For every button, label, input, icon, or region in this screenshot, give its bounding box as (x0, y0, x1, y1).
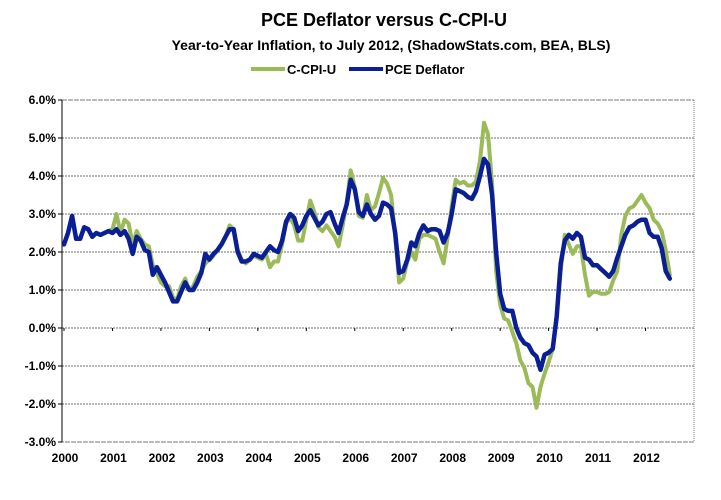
y-tick-label: 6.0% (29, 93, 57, 107)
x-tick-label: 2010 (536, 451, 563, 465)
x-tick-label: 2012 (633, 451, 660, 465)
y-tick-label: -2.0% (25, 397, 57, 411)
legend-label-pce-deflator: PCE Deflator (385, 62, 464, 77)
chart-title: PCE Deflator versus C-CPI-U (261, 10, 507, 30)
legend: C-CPI-U PCE Deflator (251, 62, 464, 77)
y-tick-label: 0.0% (29, 321, 57, 335)
y-tick-label: 1.0% (29, 283, 57, 297)
x-tick-label: 2000 (52, 451, 79, 465)
x-axis-ticks: 2000 2001 2002 2003 2004 2005 2006 2007 2008 2009… (52, 328, 660, 465)
x-tick-label: 2001 (100, 451, 127, 465)
y-tick-label: -3.0% (25, 435, 57, 449)
series-line-c-cpi-u (62, 120, 672, 410)
x-tick-label: 2008 (439, 451, 466, 465)
series-layer (61, 120, 673, 410)
x-tick-label: 2011 (585, 451, 611, 465)
x-tick-label: 2006 (342, 451, 369, 465)
y-tick-label: -1.0% (25, 359, 57, 373)
y-tick-label: 3.0% (29, 207, 57, 221)
x-tick-label: 2004 (245, 451, 272, 465)
chart-subtitle: Year-to-Year Inflation, to July 2012, (S… (172, 37, 611, 53)
y-tick-label: 5.0% (29, 131, 57, 145)
x-tick-label: 2005 (294, 451, 321, 465)
x-tick-label: 2003 (197, 451, 224, 465)
x-tick-label: 2009 (488, 451, 515, 465)
y-tick-label: 2.0% (29, 245, 57, 259)
legend-label-c-cpi-u: C-CPI-U (287, 62, 336, 77)
series-line-pce-deflator (61, 156, 673, 373)
y-tick-label: 4.0% (29, 169, 57, 183)
x-tick-label: 2002 (149, 451, 176, 465)
y-axis-ticks: 6.0% 5.0% 4.0% 3.0% 2.0% 1.0% 0.0% -1.0% -2.0% -3… (25, 93, 62, 449)
x-tick-label: 2007 (391, 451, 418, 465)
